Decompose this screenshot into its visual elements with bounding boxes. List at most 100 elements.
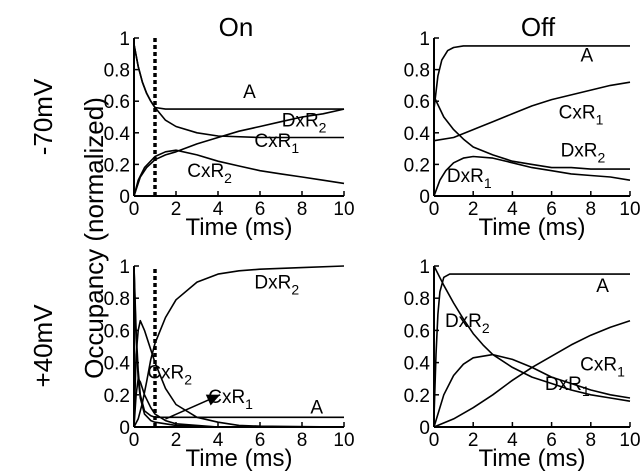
- series-line-dxr2: [133, 265, 345, 428]
- curve-label-subscript: 2: [598, 150, 606, 166]
- curve-label-subscript: 2: [291, 282, 299, 298]
- y-tick-label: 0.4: [404, 124, 431, 145]
- x-tick-label: 8: [297, 199, 308, 220]
- series-line-cxr1: [433, 81, 631, 142]
- curve-label-subscript: 2: [319, 119, 327, 135]
- y-tick-label: 0.6: [404, 321, 430, 342]
- y-tick-label: 0.6: [104, 92, 130, 113]
- curve-label: A: [596, 276, 609, 297]
- curve-label: A: [310, 397, 323, 418]
- y-tick-label: 0.4: [104, 354, 131, 375]
- curve-label-text: CxR: [254, 131, 291, 152]
- row-title-plus40: +40mV: [28, 304, 58, 388]
- y-tick-label: 0.6: [404, 92, 430, 113]
- curve-label: CxR2: [147, 363, 192, 388]
- column-title-off: Off: [521, 12, 556, 42]
- y-tick-label: 0.2: [404, 386, 430, 407]
- series-line-peak: [133, 319, 345, 428]
- series-line-cxr1: [133, 265, 344, 428]
- curve-label: DxR1: [545, 374, 590, 399]
- series-line-a: [133, 44, 344, 110]
- curve-label-subscript: 2: [482, 320, 490, 336]
- curve-label-text: A: [310, 397, 323, 418]
- x-tick-label: 10: [333, 430, 354, 451]
- y-tick-label: 1: [119, 29, 130, 50]
- series-line-dxr2: [133, 108, 345, 197]
- curve-label-subscript: 1: [291, 140, 299, 156]
- curve-label-subscript: 2: [184, 372, 192, 388]
- y-axis-label: Occupancy (normalized): [79, 97, 109, 379]
- series-line-dxr2: [433, 96, 630, 170]
- x-axis-label: Time (ms): [185, 445, 292, 472]
- x-tick-label: 2: [171, 430, 182, 451]
- curve-label-text: CxR: [208, 387, 245, 408]
- series-line-dxr2: [433, 265, 631, 402]
- curve-label-text: DxR: [282, 110, 319, 131]
- x-tick-label: 6: [546, 430, 557, 451]
- curve-label-text: CxR: [559, 103, 596, 124]
- annotation-arrow-head: [205, 394, 221, 406]
- curve-label-text: DxR: [445, 311, 482, 332]
- curve-label-subscript: 1: [484, 175, 492, 191]
- row-title-minus70: -70mV: [28, 78, 58, 155]
- x-tick-label: 2: [171, 199, 182, 220]
- curve-label-subscript: 1: [617, 364, 625, 380]
- series-line-cxr1: [433, 319, 631, 428]
- x-tick-label: 10: [619, 199, 640, 220]
- x-tick-label: 4: [213, 199, 224, 220]
- curve-label-text: DxR: [545, 374, 582, 395]
- y-tick-label: 0: [119, 187, 130, 208]
- x-tick-label: 0: [429, 430, 440, 451]
- y-tick-label: 0.4: [104, 124, 131, 145]
- curve-label-text: DxR: [254, 273, 291, 294]
- curve-label: DxR1: [447, 166, 492, 191]
- curve-label: A: [581, 46, 594, 67]
- y-tick-label: 0: [119, 418, 130, 439]
- x-tick-label: 8: [586, 430, 597, 451]
- curve-label-subscript: 1: [582, 383, 590, 399]
- y-tick-label: 0.4: [404, 354, 431, 375]
- curve-label-text: DxR: [561, 141, 598, 162]
- x-tick-label: 6: [255, 199, 266, 220]
- curve-label-subscript: 1: [596, 112, 604, 128]
- x-tick-label: 10: [333, 199, 354, 220]
- y-tick-label: 0.8: [104, 61, 130, 82]
- curve-label-text: CxR: [580, 355, 617, 376]
- curve-label: A: [243, 82, 256, 103]
- curve-label-subscript: 2: [224, 170, 232, 186]
- curve-label: CxR1: [580, 355, 625, 380]
- x-axis-label: Time (ms): [478, 214, 585, 241]
- x-tick-label: 0: [429, 199, 440, 220]
- y-tick-label: 0.6: [104, 321, 130, 342]
- x-tick-label: 4: [507, 199, 518, 220]
- series-line-a: [433, 45, 630, 110]
- y-tick-label: 1: [419, 29, 430, 50]
- x-axis-label: Time (ms): [185, 214, 292, 241]
- x-tick-label: 2: [468, 199, 479, 220]
- x-tick-label: 4: [213, 430, 224, 451]
- y-tick-label: 0: [419, 187, 430, 208]
- y-tick-label: 0.8: [404, 289, 430, 310]
- y-tick-label: 0.2: [104, 386, 130, 407]
- x-tick-label: 8: [297, 430, 308, 451]
- series-line-a: [433, 273, 630, 418]
- curve-label: CxR2: [187, 161, 232, 186]
- curve-label: CxR1: [254, 131, 299, 156]
- y-tick-label: 0.2: [104, 155, 130, 176]
- y-tick-label: 0.8: [404, 61, 430, 82]
- x-axis-label: Time (ms): [478, 445, 585, 472]
- curve-label-text: A: [581, 46, 594, 67]
- x-tick-label: 6: [255, 430, 266, 451]
- curve-label-text: DxR: [447, 166, 484, 187]
- series-line-cxr1: [133, 44, 344, 139]
- curve-label: DxR2: [561, 141, 606, 166]
- x-tick-label: 8: [586, 199, 597, 220]
- x-tick-label: 10: [619, 430, 640, 451]
- y-tick-label: 0: [419, 418, 430, 439]
- column-title-on: On: [219, 12, 254, 42]
